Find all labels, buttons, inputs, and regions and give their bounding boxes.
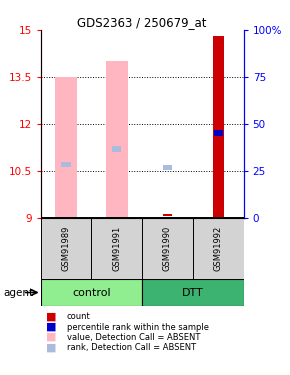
Bar [61,162,70,167]
Bar [214,130,223,136]
Text: ■: ■ [46,342,57,352]
Bar [193,217,244,279]
Text: value, Detection Call = ABSENT: value, Detection Call = ABSENT [67,333,200,342]
Bar [41,279,142,306]
Text: GSM91992: GSM91992 [214,226,223,271]
Bar [142,279,244,306]
Text: ■: ■ [46,312,57,322]
Text: DTT: DTT [182,288,204,297]
Bar [164,214,172,216]
Text: percentile rank within the sample: percentile rank within the sample [67,322,209,332]
Bar [142,217,193,279]
Bar [55,77,77,218]
Text: count: count [67,312,90,321]
Bar [213,36,224,218]
Bar [112,146,121,152]
Text: ■: ■ [46,322,57,332]
Bar [41,217,91,279]
Bar [91,217,142,279]
Title: GDS2363 / 250679_at: GDS2363 / 250679_at [77,16,207,29]
Text: GSM91990: GSM91990 [163,226,172,271]
Text: ■: ■ [46,332,57,342]
Text: control: control [72,288,111,297]
Text: rank, Detection Call = ABSENT: rank, Detection Call = ABSENT [67,343,196,352]
Bar [106,61,128,217]
Text: agent: agent [3,288,33,297]
Text: GSM91989: GSM91989 [61,226,70,271]
Text: GSM91991: GSM91991 [112,226,121,271]
Bar [163,165,172,170]
